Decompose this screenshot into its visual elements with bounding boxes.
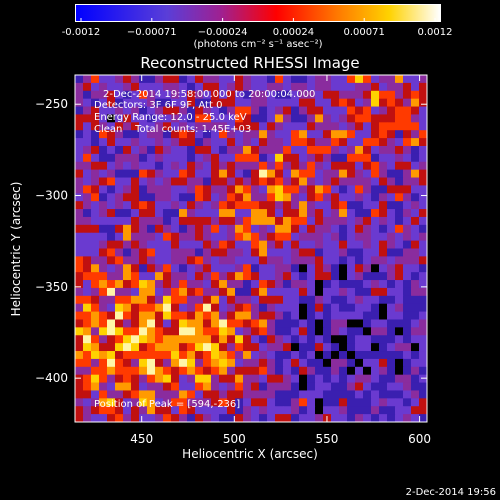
y-tick-label: −250 [35,97,68,111]
peak-position-text: Position of Peak = [594,-236] [94,399,240,410]
y-tick-label: −350 [35,280,68,294]
plot-title: Reconstructed RHESSI Image [140,54,359,72]
colorbar-tick-label: 0.00024 [273,27,314,38]
colorbar-tick-label: −0.00024 [198,27,248,38]
x-tick-label: 600 [408,432,431,446]
colorbar-tick-label: −0.00071 [127,27,177,38]
x-tick-label: 450 [130,432,153,446]
colorbar-ticks: -0.0012 −0.00071 −0.00024 0.00024 0.00071 0.0… [62,18,453,38]
plot-frame [74,74,428,423]
colorbar-tick-label: 0.0012 [418,27,453,38]
x-axis-label: Heliocentric X (arcsec) [182,447,318,461]
colorbar-tick-label: -0.0012 [62,27,101,38]
time-range-text: 2-Dec-2014 19:58:00.000 to 20:00:04.000 [103,89,315,100]
image-pixels [75,75,428,423]
clean-counts-text: Clean Total counts: 1.45E+03 [94,124,251,135]
y-tick-label: −300 [35,189,68,203]
colorbar-units: (photons cm⁻² s⁻¹ asec⁻²) [193,39,322,50]
x-tick-label: 550 [316,432,339,446]
colorbar [75,4,441,22]
colorbar-tick-label: 0.00071 [344,27,385,38]
detectors-text: Detectors: 3F 6F 9F, Att 0 [94,100,222,111]
energy-range-text: Energy Range: 12.0 - 25.0 keV [94,112,247,123]
axis-ticks: 450 500 550 600 −250 −300 −350 −400 [35,75,431,446]
y-tick-label: −400 [35,371,68,385]
x-tick-label: 500 [223,432,246,446]
y-axis-label: Heliocentric Y (arcsec) [9,182,23,317]
rhessi-image [75,75,428,423]
footer-timestamp: 2-Dec-2014 19:56 [406,487,496,498]
